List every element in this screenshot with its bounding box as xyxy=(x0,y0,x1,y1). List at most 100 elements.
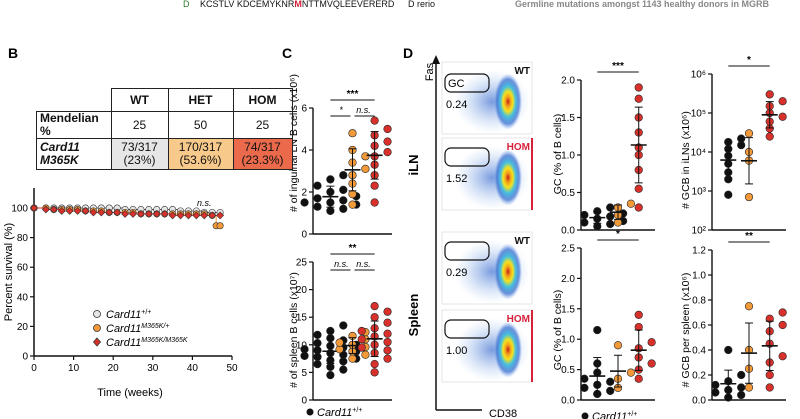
gc-bottom-ytick-label: 0.5 xyxy=(561,365,575,376)
gc-bottom-point-hom xyxy=(647,359,656,368)
gcb-top-point-wt xyxy=(737,134,746,143)
c-bottom-point-hom xyxy=(357,326,366,336)
th-hom: HOM xyxy=(232,88,293,112)
gc-bottom-ytick-label: 1.5 xyxy=(561,304,575,315)
flow-gate-value: 0.24 xyxy=(446,99,467,111)
survival-point-hom xyxy=(57,207,66,215)
c-top-sig-top: *** xyxy=(347,89,359,100)
c-top-point-het xyxy=(348,129,357,138)
panel-label-d: D xyxy=(403,45,413,61)
c-bottom-point-wt xyxy=(339,321,348,330)
c-bottom-point-wt xyxy=(313,330,322,339)
survival-ytick-label: 80 xyxy=(17,233,29,244)
gcb-top-point-hom xyxy=(778,112,787,121)
gc-bottom-point-wt xyxy=(580,383,589,392)
gc-top-point-hom xyxy=(634,203,643,212)
gc-top-ylabel: GC (% of B cells) xyxy=(552,114,564,195)
c-top-point-wt xyxy=(339,185,348,194)
survival-point-hom xyxy=(168,211,177,220)
survival-point-hom xyxy=(105,208,114,217)
top-strip: D KCSTLV KDCEMYKNRMNTTMVQLEEVERERD D rer… xyxy=(183,0,770,9)
c-top-point-wt xyxy=(313,181,322,190)
flow-gate xyxy=(444,319,490,339)
gcb-bottom-point-wt xyxy=(737,370,746,380)
species-text: D rerio xyxy=(408,0,435,9)
c-top-point-wt xyxy=(313,202,322,211)
c-top-point-het xyxy=(348,200,357,209)
gc-bottom-ytick-label: 2.5 xyxy=(561,244,575,255)
flow-density-core xyxy=(494,149,522,206)
c-bottom-point-hom xyxy=(383,354,392,363)
gcb-bottom-point-hom xyxy=(778,320,787,330)
c-top-point-hom xyxy=(383,137,392,146)
legend-marker-hom xyxy=(92,337,102,347)
legend-label-wt: Card11+/+ xyxy=(106,309,151,321)
c-bottom-point-hom xyxy=(370,368,379,377)
c-bottom-point-het xyxy=(335,338,344,347)
gcb-top-point-het xyxy=(744,192,754,202)
survival-xtick-label: 40 xyxy=(187,363,199,374)
survival-xtick-label: 20 xyxy=(108,363,120,374)
gc-top-point-wt xyxy=(606,219,615,229)
gcb-bottom-ytick-label: 0.0 xyxy=(692,396,706,407)
flow-plot-1: GC 0.24 WT xyxy=(441,61,533,135)
row-label-iln: iLN xyxy=(406,155,421,176)
c-top-point-het xyxy=(348,190,357,199)
survival-point-hom xyxy=(49,205,58,214)
survival-point-hom xyxy=(65,207,74,215)
gc-top-point-het xyxy=(626,199,636,208)
gcb-bottom-point-wt xyxy=(711,388,720,397)
survival-point-hom xyxy=(30,204,38,212)
c-bottom-point-wt xyxy=(300,345,309,354)
gcb-top-point-hom xyxy=(778,97,787,106)
gcb-bottom-ytick-label: 0.6 xyxy=(692,321,706,332)
row-label-mendelian: Mendelian % xyxy=(36,111,112,139)
c-bottom-ytick-label: 10 xyxy=(296,340,308,351)
gc-bottom-point-het xyxy=(613,341,623,350)
gcb-top-ylabel: # GCB in iLNs (x10⁶) xyxy=(680,111,692,209)
survival-chart: Percent survival (%) Time (weeks) n.s. 0… xyxy=(3,188,238,399)
gcb-bottom-point-het xyxy=(744,302,754,311)
panel-label-c: C xyxy=(282,45,292,61)
c-bottom-point-wt xyxy=(313,346,322,355)
gcb-bottom-point-hom xyxy=(778,308,787,317)
survival-point-hom xyxy=(200,211,209,220)
survival-xlabel: Time (weeks) xyxy=(97,387,163,399)
gc-bottom-ytick-label: 0.0 xyxy=(561,396,575,407)
legend-marker-wt xyxy=(93,310,101,318)
c-top-ytick-label: 4 xyxy=(301,146,307,157)
gcb-bottom-point-wt xyxy=(737,383,746,392)
flow-gate-value: 0.29 xyxy=(446,267,467,279)
gc-top-point-hom xyxy=(634,184,643,193)
flow-y-axis-label: Fas xyxy=(424,62,436,81)
panel-d-gc: GC (% of B cells) GC (% of B cells) 0.0 0… xyxy=(552,61,656,419)
gc-top-point-wt xyxy=(580,218,589,227)
survival-point-het xyxy=(216,222,224,230)
survival-xtick-label: 50 xyxy=(226,363,238,374)
gcb-bottom-point-het xyxy=(744,383,754,392)
c-top-point-het xyxy=(361,164,370,173)
c-bottom-point-hom xyxy=(383,318,392,327)
flow-genotype-label: WT xyxy=(514,66,530,77)
flow-genotype-label: HOM xyxy=(507,142,530,153)
gc-bottom-point-hom xyxy=(634,374,643,383)
th-het: HET xyxy=(167,88,234,112)
th-wt: WT xyxy=(110,88,169,112)
c-bottom-sig-top: ** xyxy=(349,243,357,254)
c-footer-legend: Card11+/+ xyxy=(306,407,362,419)
c-bottom-point-wt xyxy=(326,371,335,380)
survival-xtick-label: 0 xyxy=(31,363,37,374)
c-bottom-point-hom xyxy=(370,313,379,322)
survival-ylabel: Percent survival (%) xyxy=(3,223,15,321)
row-label-spleen: Spleen xyxy=(406,294,421,337)
flow-genotype-label: HOM xyxy=(507,314,530,325)
gc-footer-label: Card11+/+ xyxy=(592,411,637,419)
mendel-het: 50 xyxy=(167,111,234,139)
gc-bottom-point-wt xyxy=(580,374,589,383)
flow-density-core xyxy=(494,243,522,300)
gc-bottom-sig-top: * xyxy=(616,229,620,240)
c-bottom-ytick-label: 15 xyxy=(296,313,308,324)
c-bottom-ytick-label: 5 xyxy=(301,368,307,379)
survival-point-hom xyxy=(192,211,201,220)
c-bottom-sig-right: n.s. xyxy=(356,259,371,269)
